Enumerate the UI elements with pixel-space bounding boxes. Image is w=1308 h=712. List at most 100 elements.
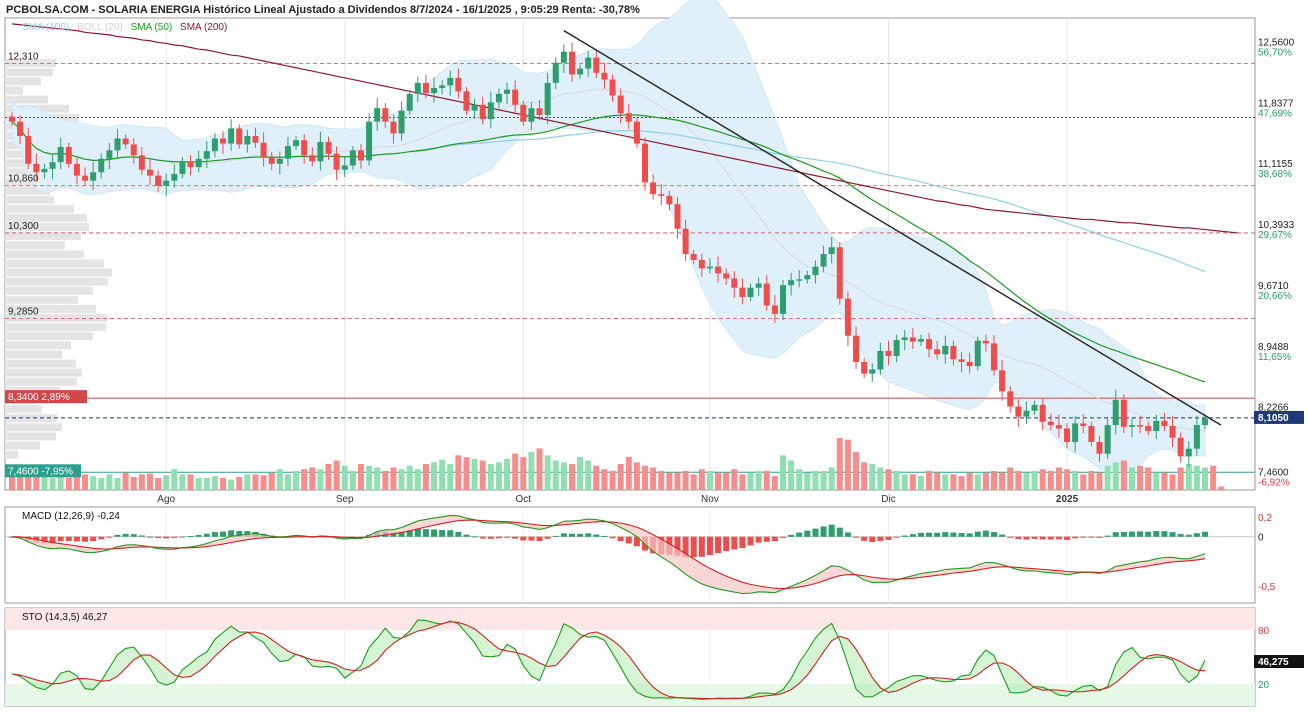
candle-body <box>1031 404 1038 411</box>
candle-body <box>536 108 543 115</box>
resistance-tag <box>5 390 87 404</box>
volume-bar <box>990 470 997 490</box>
level-label: 10,300 <box>8 221 39 232</box>
sto-k-line <box>11 619 1206 700</box>
volume-bar <box>455 455 462 490</box>
candle-body <box>804 275 811 280</box>
volume-bar <box>1023 472 1030 490</box>
last-price-tag <box>1254 410 1304 424</box>
macd-signal-line <box>11 519 1206 590</box>
candle-body <box>9 116 15 122</box>
x-tick-label: 2025 <box>1056 494 1079 505</box>
y-tick-pct-label: 56,70% <box>1258 47 1292 58</box>
macd-histogram-bar <box>1193 533 1200 537</box>
macd-histogram-bar <box>495 536 502 539</box>
macd-tick-label: 0 <box>1258 533 1264 544</box>
macd-histogram-bar <box>869 536 876 543</box>
macd-histogram-bar <box>504 536 511 538</box>
volume-bar <box>504 458 511 490</box>
volume-bar <box>65 477 72 490</box>
volume-bar <box>934 472 941 490</box>
sto-tick-label: 20 <box>1258 680 1270 691</box>
candle-body <box>309 155 316 162</box>
candle-body <box>666 195 673 205</box>
volume-bar <box>1177 467 1184 490</box>
candle-body <box>715 266 722 274</box>
volume-bar <box>1218 486 1225 490</box>
candle-body <box>1088 425 1095 442</box>
y-tick-pct-label: 11,65% <box>1258 352 1291 363</box>
macd-histogram-bar <box>439 529 446 537</box>
volume-bar <box>333 460 340 490</box>
candle-body <box>520 104 527 122</box>
candle-body <box>698 259 705 269</box>
volume-bar <box>861 462 868 490</box>
y-tick-pct-label: 38,68% <box>1258 169 1292 180</box>
volume-profile-bar <box>5 377 77 386</box>
candle-body <box>252 136 259 143</box>
macd-histogram-bar <box>471 536 478 538</box>
volume-bar <box>755 470 762 490</box>
candle-body <box>374 108 381 122</box>
macd-histogram-bar <box>431 529 438 537</box>
support-tag <box>5 464 81 478</box>
macd-histogram-bar <box>179 536 186 538</box>
candle-body <box>495 93 502 103</box>
macd-histogram-bar <box>57 536 64 542</box>
candle-body <box>163 180 170 186</box>
candle-body <box>90 172 97 181</box>
volume-bar <box>1128 467 1135 490</box>
macd-histogram-bar <box>1104 535 1111 537</box>
volume-bar <box>666 472 673 490</box>
legend-sma50: SMA (50) <box>130 22 173 33</box>
candle-body <box>934 349 941 355</box>
macd-label: MACD (12,26,9) -0,24 <box>22 511 120 522</box>
macd-histogram-bar <box>41 536 48 544</box>
candle-body <box>1137 425 1144 427</box>
candle-body <box>990 343 997 371</box>
volume-bar <box>1039 469 1046 490</box>
macd-histogram-bar <box>715 536 722 554</box>
candle-body <box>325 141 332 154</box>
candle-body <box>633 121 640 144</box>
macd-histogram-bar <box>1015 536 1022 540</box>
macd-histogram-bar <box>406 530 413 537</box>
macd-panel-frame <box>4 506 1256 604</box>
resistance-label: 8,3400 2,89% <box>8 392 70 403</box>
volume-bar <box>25 474 32 490</box>
candle-body <box>114 138 121 151</box>
volume-bar <box>917 476 924 490</box>
trend-line <box>563 30 1222 426</box>
volume-profile-bar <box>5 277 108 286</box>
volume-profile-bar <box>5 213 87 222</box>
candle-body <box>853 335 860 362</box>
volume-bar <box>1080 474 1087 490</box>
volume-bar <box>1007 467 1014 490</box>
candle-body <box>512 89 519 105</box>
macd-histogram-bar <box>1177 534 1184 537</box>
macd-histogram-bar <box>1088 536 1095 538</box>
macd-histogram-bar <box>609 536 616 539</box>
volume-bar <box>552 460 559 490</box>
sto-fill <box>12 619 1205 700</box>
candle-body <box>1104 425 1111 454</box>
sma100-line <box>409 129 1206 272</box>
volume-bar <box>958 476 965 490</box>
macd-histogram-bar <box>236 531 243 537</box>
volume-bar <box>179 474 186 490</box>
candle-body <box>909 337 916 342</box>
macd-histogram-bar <box>1072 536 1079 539</box>
candle-body <box>447 77 454 86</box>
candle-body <box>674 204 681 229</box>
volume-bar <box>739 474 746 490</box>
macd-histogram-bar <box>106 536 113 538</box>
candle-body <box>390 121 397 134</box>
macd-histogram-bar <box>836 527 843 537</box>
macd-histogram-bar <box>1007 536 1014 538</box>
macd-histogram-bar <box>1096 536 1103 538</box>
candle-body <box>723 273 730 279</box>
candle-body <box>349 150 356 166</box>
candle-body <box>796 279 803 281</box>
macd-histogram-bar <box>1137 531 1144 537</box>
volume-bar <box>836 438 843 490</box>
